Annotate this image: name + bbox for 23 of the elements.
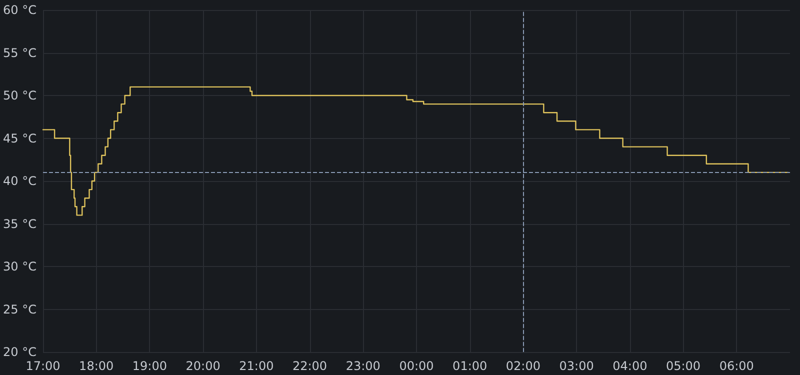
y-tick-label: 40 °C xyxy=(3,174,36,188)
y-tick-label: 60 °C xyxy=(3,3,36,17)
x-tick-label: 17:00 xyxy=(26,359,60,373)
x-tick-label: 00:00 xyxy=(399,359,434,373)
x-tick-label: 05:00 xyxy=(666,359,701,373)
y-tick-label: 55 °C xyxy=(3,46,36,60)
x-tick-label: 21:00 xyxy=(239,359,274,373)
x-tick-label: 01:00 xyxy=(452,359,488,373)
y-tick-label: 25 °C xyxy=(3,302,36,316)
y-tick-label: 50 °C xyxy=(3,88,36,102)
y-tick-label: 45 °C xyxy=(3,131,36,146)
x-tick-label: 04:00 xyxy=(612,359,648,373)
x-tick-label: 03:00 xyxy=(559,359,594,373)
y-tick-label: 20 °C xyxy=(3,345,36,359)
x-tick-label: 02:00 xyxy=(506,359,541,373)
y-tick-label: 30 °C xyxy=(3,260,36,274)
x-tick-label: 18:00 xyxy=(79,359,114,373)
x-tick-label: 06:00 xyxy=(719,359,754,373)
x-tick-label: 19:00 xyxy=(132,359,168,373)
x-tick-label: 20:00 xyxy=(186,359,220,373)
y-tick-label: 35 °C xyxy=(3,216,36,231)
x-tick-label: 23:00 xyxy=(346,359,380,373)
x-tick-label: 22:00 xyxy=(292,359,328,373)
